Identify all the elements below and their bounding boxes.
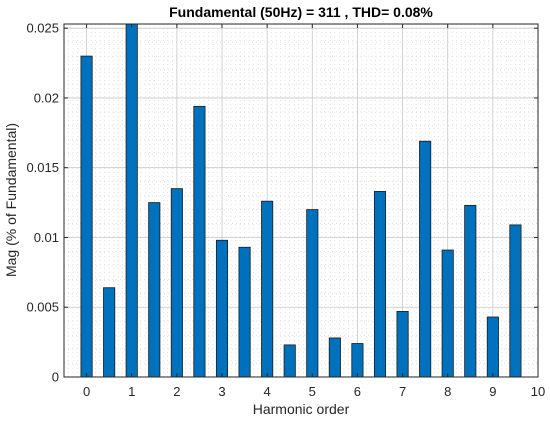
x-tick-label: 3 [218, 384, 225, 399]
bar [103, 287, 116, 378]
bar [238, 246, 251, 378]
x-tick-label: 5 [309, 384, 316, 399]
bar [373, 191, 387, 378]
y-tick-label: 0.025 [26, 21, 59, 36]
bar [125, 23, 138, 378]
bar [193, 105, 206, 378]
bar [351, 343, 364, 378]
bar [328, 337, 341, 378]
plot-frame [63, 23, 539, 378]
bar [80, 55, 93, 378]
y-tick-label: 0.015 [26, 160, 59, 175]
x-tick-label: 2 [173, 384, 180, 399]
bar [396, 311, 409, 378]
x-tick-label: 8 [444, 384, 451, 399]
y-axis-label: Mag (% of Fundamental) [3, 123, 19, 277]
bar [441, 249, 454, 378]
bar [261, 200, 274, 378]
x-tick-label: 6 [354, 384, 361, 399]
bar [283, 344, 296, 378]
x-tick-label: 7 [399, 384, 406, 399]
bars [80, 23, 522, 378]
x-axis-label: Harmonic order [253, 401, 350, 417]
x-tick-label: 4 [264, 384, 271, 399]
bar [170, 188, 183, 378]
y-tick-label: 0 [52, 370, 59, 385]
bar [148, 202, 161, 378]
chart-title: Fundamental (50Hz) = 311 , THD= 0.08% [169, 4, 433, 20]
y-tick-label: 0.02 [34, 90, 59, 105]
bar [486, 316, 499, 378]
bar [306, 209, 319, 378]
plot-background [64, 24, 538, 377]
bar [464, 204, 477, 378]
x-tick-label: 0 [83, 384, 90, 399]
bar [509, 224, 522, 378]
y-tick-label: 0.005 [26, 300, 59, 315]
x-tick-label: 9 [489, 384, 496, 399]
x-tick-label: 10 [531, 384, 545, 399]
x-tick-label: 1 [128, 384, 135, 399]
y-tick-label: 0.01 [34, 230, 59, 245]
bar [215, 239, 229, 378]
ticks: 0 1 2 3 4 5 6 7 8 9 10 0 0.005 0.01 0.015 0.02 0.025 [26, 21, 545, 399]
bar [419, 140, 432, 378]
